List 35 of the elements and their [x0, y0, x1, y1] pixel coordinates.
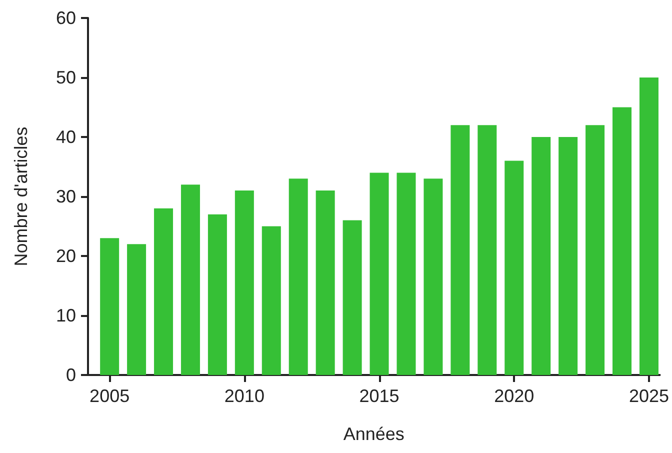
bar — [262, 226, 281, 375]
bar — [586, 125, 605, 375]
x-tick-label: 2010 — [224, 386, 264, 406]
bar — [127, 244, 146, 375]
bar — [558, 137, 578, 375]
bar — [180, 184, 200, 375]
y-tick-label: 0 — [66, 365, 76, 385]
x-tick-label: 2005 — [90, 386, 130, 406]
x-tick-label: 2025 — [628, 386, 669, 406]
bar — [316, 190, 335, 375]
bar — [154, 208, 174, 375]
bar — [504, 160, 524, 375]
bar — [288, 178, 308, 375]
x-tick-label: 2015 — [359, 386, 400, 406]
y-tick-label: 50 — [56, 68, 76, 88]
bar — [396, 172, 416, 375]
bar — [370, 172, 389, 375]
bar — [342, 220, 362, 375]
bar — [612, 107, 632, 375]
y-tick-label: 40 — [56, 127, 76, 147]
bar — [208, 214, 227, 375]
bar — [450, 125, 470, 375]
y-tick-label: 60 — [56, 8, 76, 28]
bar — [424, 178, 443, 375]
bar — [639, 78, 658, 375]
y-axis-title: Nombre d'articles — [11, 126, 31, 266]
y-tick-label: 20 — [56, 246, 76, 266]
x-axis-title: Années — [343, 424, 404, 444]
y-tick-label: 10 — [56, 306, 76, 326]
bar — [478, 125, 497, 375]
x-tick-label: 2020 — [494, 386, 534, 406]
bar — [532, 137, 551, 375]
y-tick-label: 30 — [56, 186, 76, 206]
bar — [100, 238, 120, 375]
bar — [234, 190, 254, 375]
